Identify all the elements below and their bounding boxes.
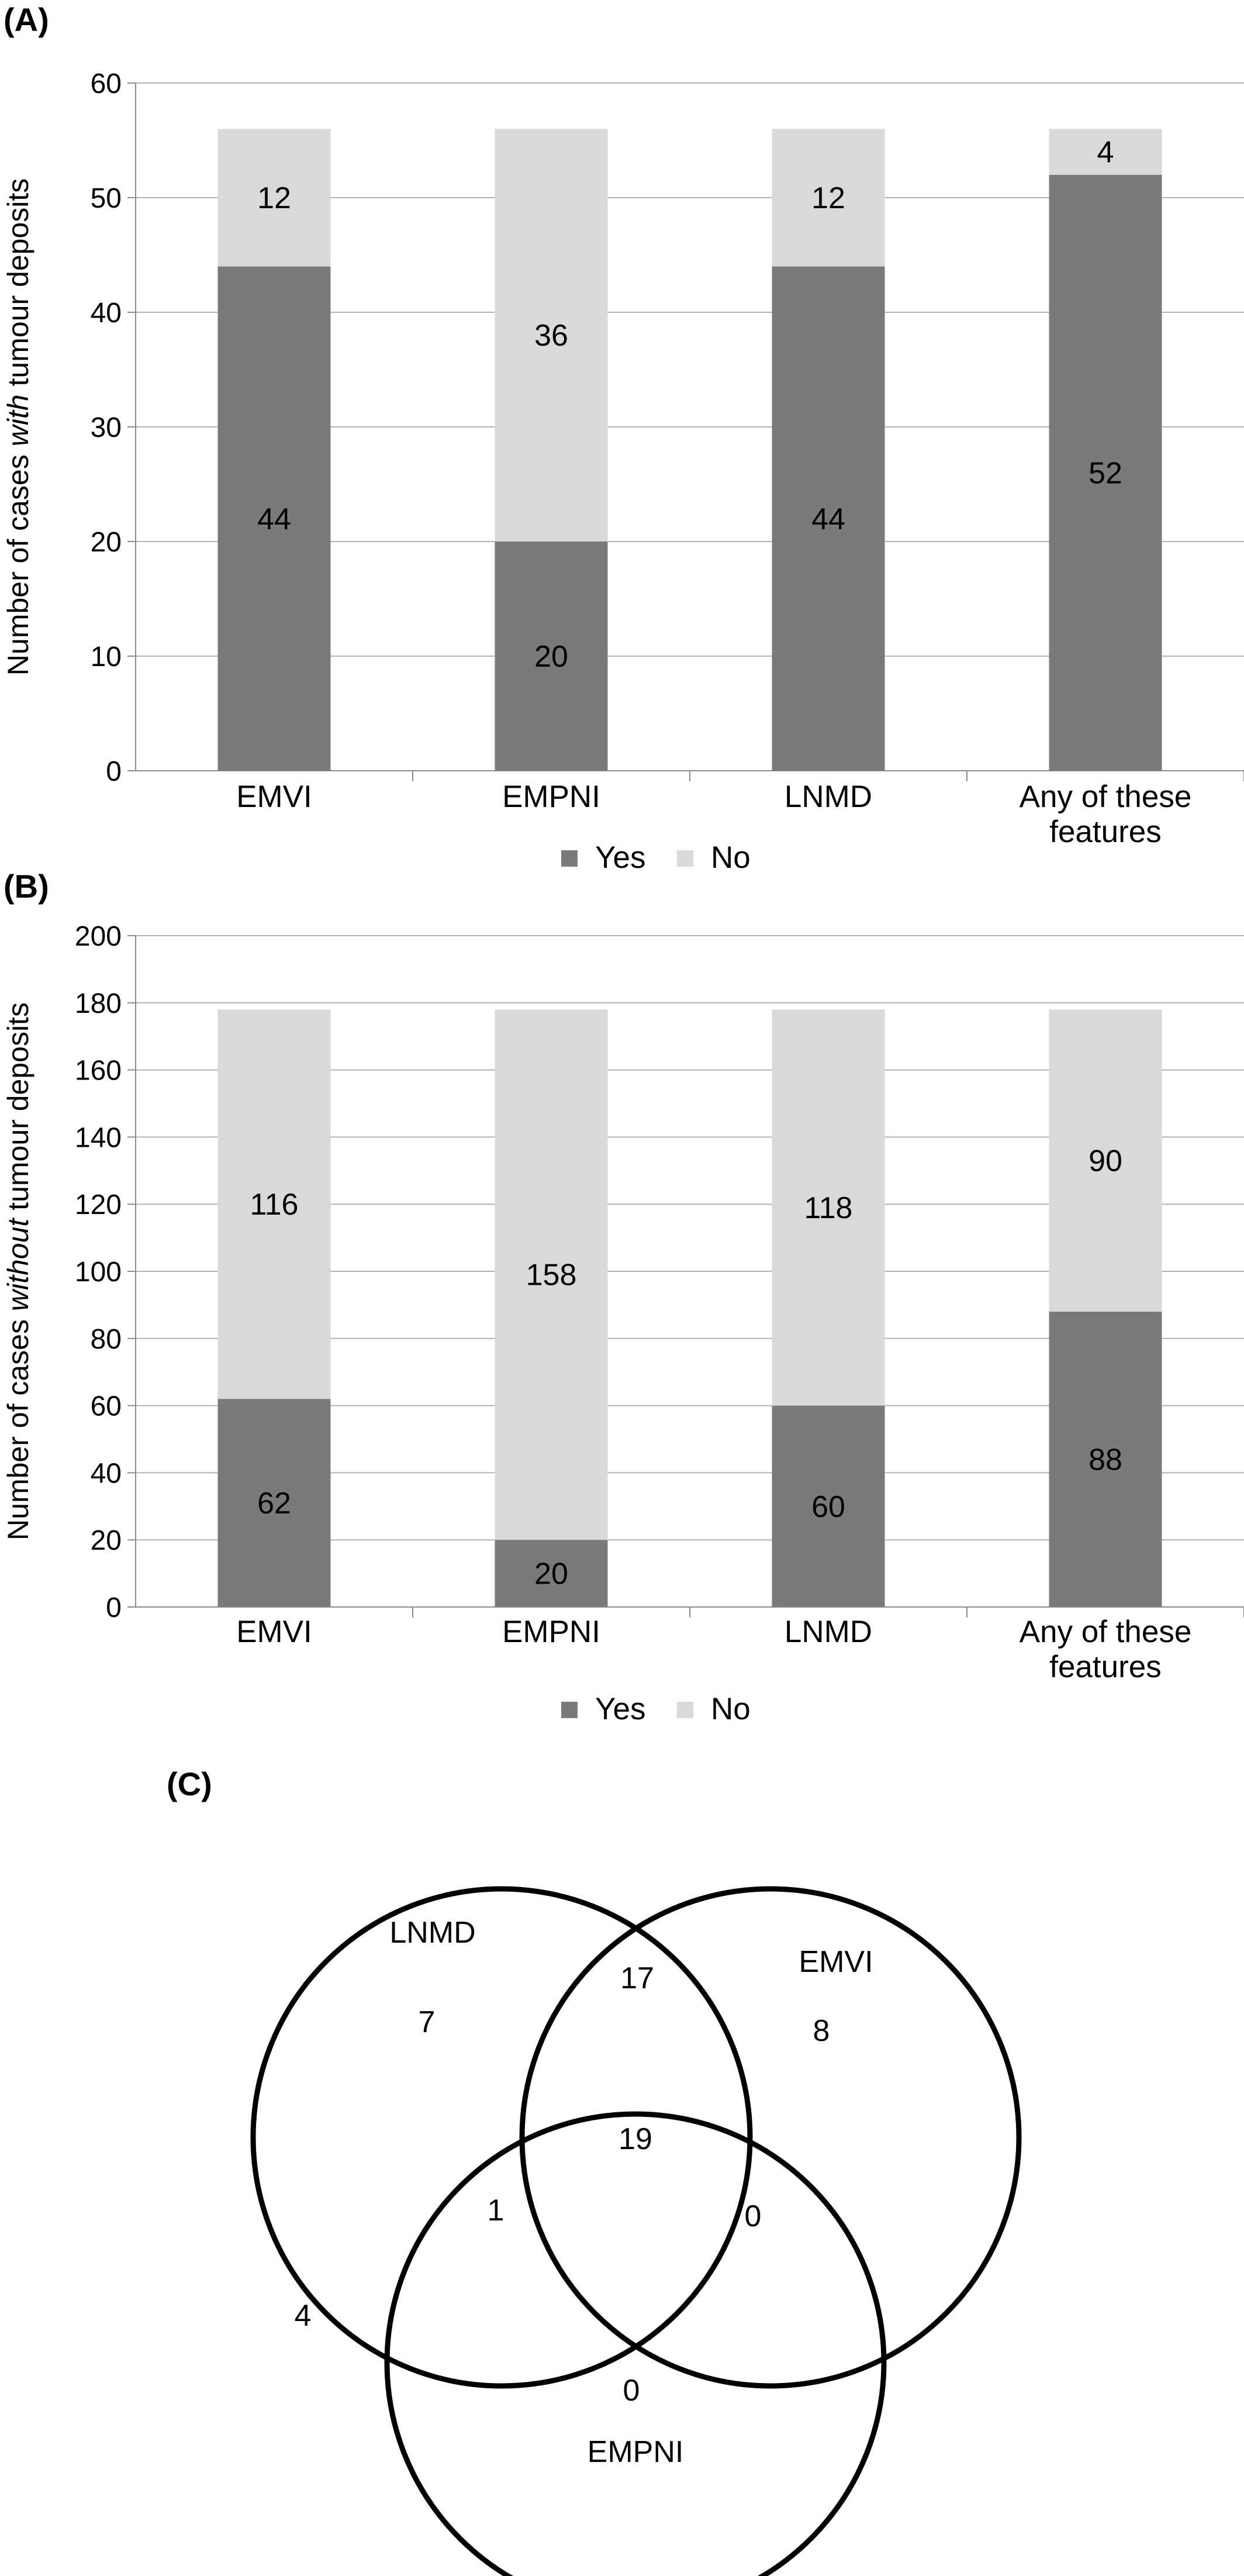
bar-no (1049, 129, 1162, 175)
x-category-label: EMPNI (502, 1615, 600, 1649)
bar-yes (217, 1399, 331, 1607)
legend-label-no: No (711, 1692, 751, 1726)
venn-circle-empni (384, 2111, 887, 2576)
venn-circle-emvi (519, 1886, 1022, 2389)
legend-label-yes: Yes (595, 1692, 645, 1726)
data-label: 118 (804, 1191, 853, 1225)
x-category-label: EMVI (236, 1615, 312, 1649)
bar-no (495, 129, 608, 542)
data-label: 4 (1097, 136, 1114, 170)
y-axis-label-part: without (2, 1218, 34, 1312)
data-label: 88 (1088, 1443, 1122, 1477)
x-category-label: features (1049, 815, 1162, 849)
x-category-label: Any of these (1020, 1615, 1192, 1649)
data-label: 12 (257, 181, 291, 215)
bar-no (217, 1009, 331, 1399)
panel-label: (C) (167, 1765, 212, 1802)
x-category-label: Any of these (1020, 780, 1192, 814)
data-label: 62 (257, 1487, 291, 1520)
panel-label: (B) (4, 868, 49, 905)
venn-region-empni-only: 0 (623, 2374, 640, 2408)
data-label: 60 (811, 1490, 845, 1524)
y-tick-label: 160 (75, 1056, 122, 1087)
chart-b: (B) 0 20 40 60 80 100 120 140 160 180 200 62 116 EMVI 2… (2, 868, 1244, 1726)
y-tick-label: 50 (91, 183, 122, 214)
data-label: 44 (811, 502, 845, 536)
y-axis-label-part: tumour deposits (2, 178, 34, 395)
legend-label-yes: Yes (595, 840, 645, 875)
bar-no (1049, 1009, 1162, 1312)
venn-region-emvi-empni: 0 (745, 2199, 762, 2233)
legend: Yes No (561, 1692, 751, 1726)
bar-yes (495, 1540, 608, 1607)
bar-yes (217, 266, 331, 771)
y-tick-label: 100 (75, 1257, 122, 1288)
chart-a: (A) 0 10 20 30 40 50 60 44 12 EMVI 20 36 EMPNI 44 12 LNM… (2, 1, 1244, 875)
legend-swatch-no (677, 850, 693, 867)
y-tick-label: 30 (91, 412, 122, 443)
y-tick-label: 180 (75, 988, 122, 1019)
x-category-label: LNMD (785, 780, 872, 814)
x-category-label: EMPNI (502, 780, 600, 814)
y-axis-label-part: Number of cases (2, 446, 34, 675)
y-tick-label: 20 (91, 1525, 122, 1556)
legend: Yes No (561, 840, 751, 875)
y-axis-label-part: tumour deposits (2, 1002, 34, 1219)
data-label: 44 (257, 502, 291, 536)
bar-yes (1049, 1311, 1162, 1607)
y-axis-label-part: with (2, 394, 34, 446)
y-axis-label: Number of cases with tumour deposits (2, 178, 34, 675)
bar-no (217, 129, 331, 267)
legend-label-no: No (711, 840, 751, 875)
y-tick-label: 20 (91, 527, 122, 558)
bar-yes (495, 542, 608, 771)
venn-region-outside: 4 (295, 2299, 312, 2333)
venn-circle-lnmd (250, 1886, 753, 2389)
data-label: 20 (534, 1557, 568, 1591)
x-category-label: LNMD (785, 1615, 872, 1649)
data-label: 20 (534, 640, 568, 674)
venn-region-lnmd-emvi: 17 (620, 1961, 654, 1995)
legend-swatch-yes (561, 850, 578, 867)
y-tick-label: 60 (91, 68, 122, 99)
y-axis-label-part: Number of cases (2, 1311, 34, 1540)
x-category-label: EMVI (236, 780, 312, 814)
y-tick-label: 0 (106, 1592, 122, 1623)
data-label: 158 (526, 1258, 577, 1292)
venn-region-all-three: 19 (618, 2122, 652, 2156)
venn-set-label-emvi: EMVI (799, 1945, 873, 1979)
venn-region-emvi-only: 8 (813, 2014, 830, 2048)
bar-yes (772, 1405, 885, 1607)
data-label: 116 (250, 1188, 299, 1222)
legend-swatch-no (677, 1702, 693, 1718)
panel-label: (A) (4, 1, 49, 38)
data-label: 36 (534, 319, 568, 353)
y-tick-label: 40 (91, 1458, 122, 1489)
bar-yes (772, 266, 885, 771)
y-tick-label: 40 (91, 298, 122, 329)
venn-set-label-lnmd: LNMD (389, 1916, 475, 1950)
data-label: 90 (1088, 1144, 1122, 1178)
bar-no (772, 129, 885, 267)
y-tick-label: 140 (75, 1122, 122, 1153)
x-category-label: features (1049, 1650, 1162, 1684)
venn-diagram: (C) LNMD EMVI EMPNI 7 8 0 17 1 0 19 4 (167, 1765, 1022, 2576)
data-label: 52 (1088, 456, 1122, 490)
y-tick-label: 120 (75, 1189, 122, 1220)
y-tick-label: 10 (91, 642, 122, 673)
y-axis-label: Number of cases without tumour deposits (2, 1002, 34, 1540)
venn-set-label-empni: EMPNI (588, 2435, 684, 2469)
bar-no (772, 1009, 885, 1406)
bar-no (495, 1009, 608, 1540)
venn-region-lnmd-only: 7 (419, 2005, 436, 2039)
data-label: 12 (811, 181, 845, 215)
bar-yes (1049, 174, 1162, 771)
legend-swatch-yes (561, 1702, 578, 1718)
y-tick-label: 80 (91, 1324, 122, 1355)
y-tick-label: 200 (75, 921, 122, 952)
y-tick-label: 60 (91, 1391, 122, 1422)
venn-region-lnmd-empni: 1 (488, 2194, 504, 2227)
y-tick-label: 0 (106, 756, 122, 787)
